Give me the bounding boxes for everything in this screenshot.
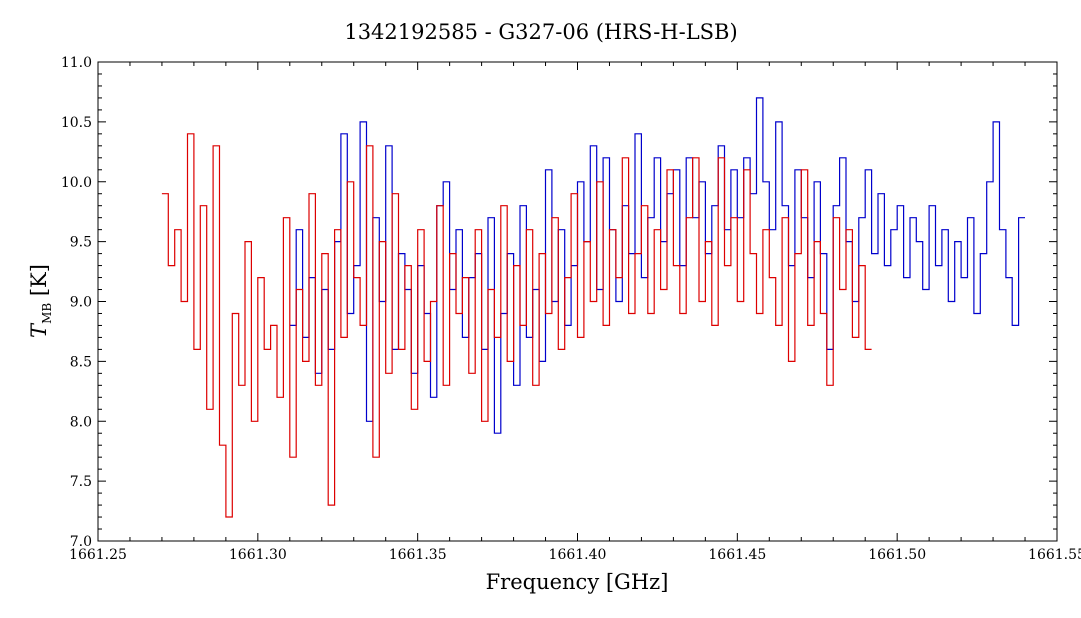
y-tick-label: 9.5 — [70, 235, 92, 251]
x-tick-label: 1661.50 — [868, 547, 926, 563]
y-tick-label: 8.0 — [70, 414, 92, 430]
y-tick-label: 10.5 — [61, 115, 92, 131]
x-tick-label: 1661.30 — [229, 547, 287, 563]
series-1-line — [161, 133, 872, 518]
x-tick-label: 1661.35 — [389, 547, 447, 563]
y-axis-label: TMB [K] — [27, 264, 54, 338]
y-tick-label: 9.0 — [70, 295, 92, 311]
y-tick-label: 7.0 — [70, 534, 92, 550]
series-layer — [161, 97, 1025, 518]
x-tick-label: 1661.55 — [1028, 547, 1081, 563]
axis-ticks: 1661.25 1661.30 1661.35 1661.40 1661.45 1661.… — [61, 55, 1081, 563]
series-0-line — [289, 97, 1025, 434]
y-axis-label-unit: [K] — [27, 264, 51, 303]
y-axis-label-sub: MB — [40, 303, 54, 324]
y-tick-label: 8.5 — [70, 354, 92, 370]
x-tick-label: 1661.40 — [549, 547, 607, 563]
y-tick-label: 11.0 — [61, 55, 92, 71]
y-axis-label-main: T — [27, 322, 51, 338]
x-tick-label: 1661.45 — [708, 547, 766, 563]
x-axis-label: Frequency [GHz] — [486, 570, 669, 594]
chart-title: 1342192585 - G327-06 (HRS-H-LSB) — [344, 20, 737, 44]
x-tick-label: 1661.25 — [69, 547, 127, 563]
y-tick-label: 7.5 — [70, 474, 92, 490]
y-tick-label: 10.0 — [61, 175, 92, 191]
